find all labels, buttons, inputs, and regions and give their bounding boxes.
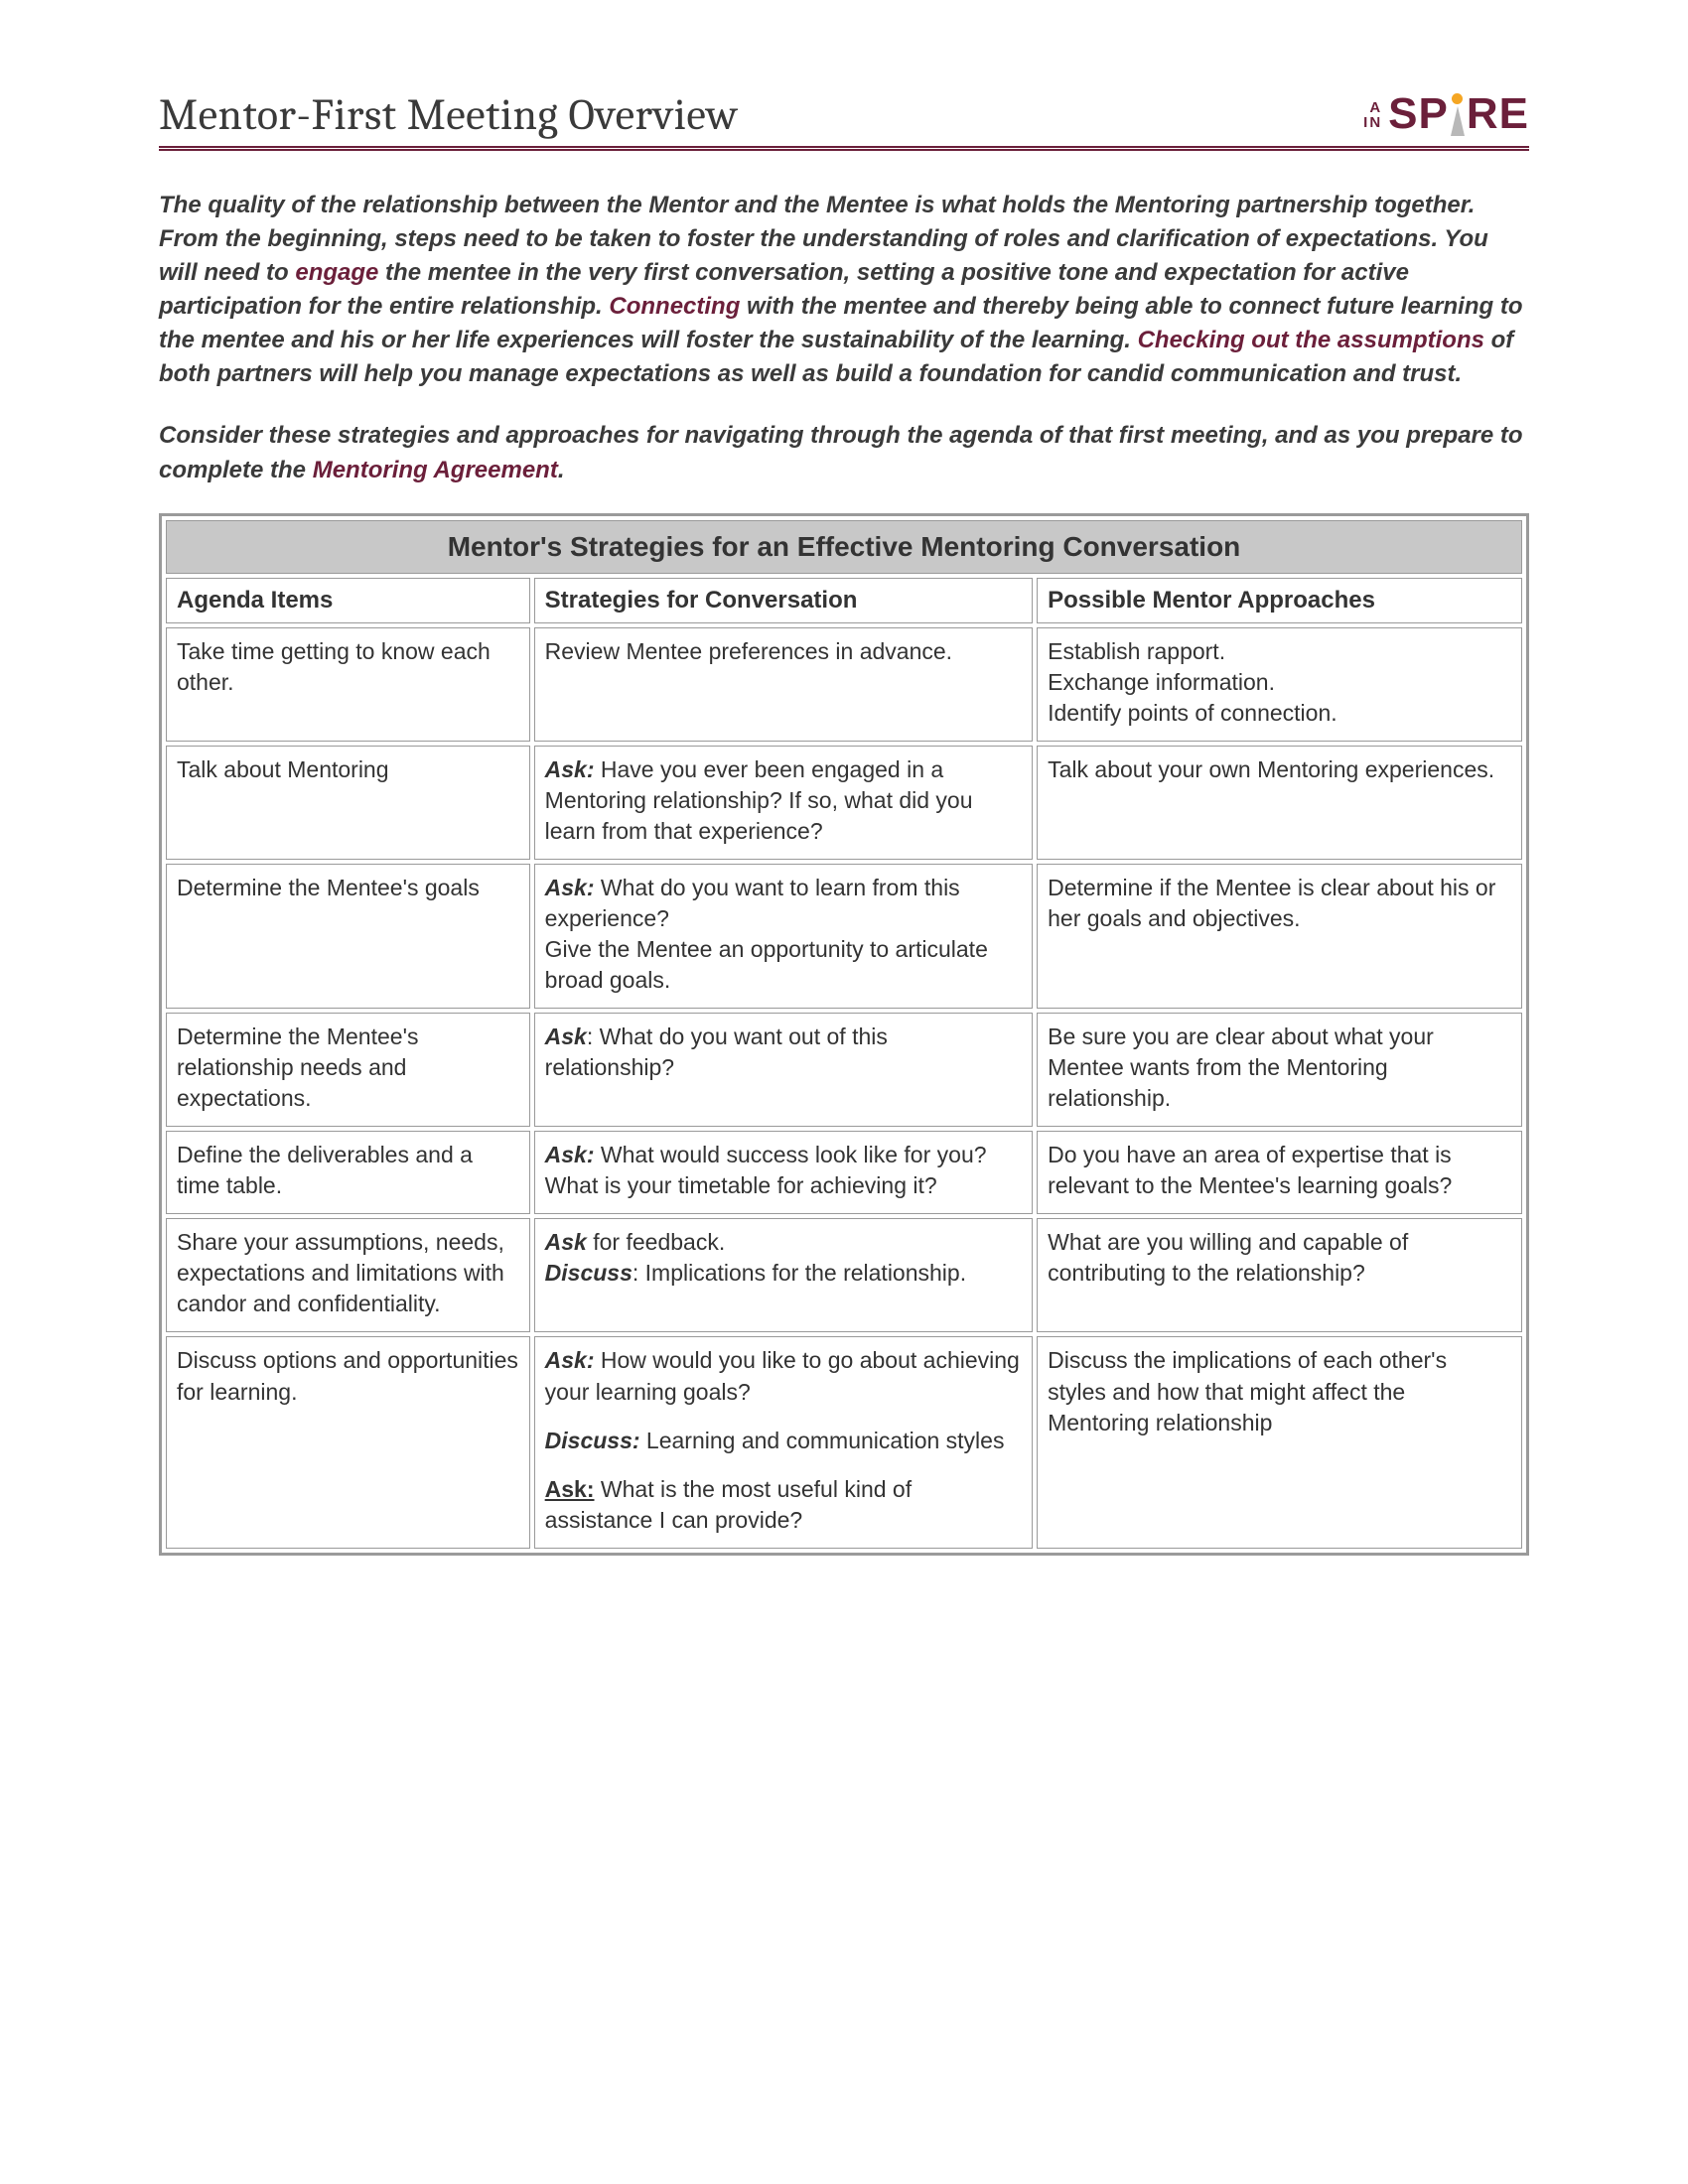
cell-agenda: Talk about Mentoring [166, 746, 530, 860]
table-row: Discuss options and opportunities for le… [166, 1336, 1522, 1548]
cell-agenda: Share your assumptions, needs, expectati… [166, 1218, 530, 1332]
table-title: Mentor's Strategies for an Effective Men… [166, 520, 1522, 574]
table-row: Share your assumptions, needs, expectati… [166, 1218, 1522, 1332]
logo-i-icon [1451, 93, 1465, 136]
intro-highlight-agreement: Mentoring Agreement [313, 457, 558, 483]
strategies-table: Mentor's Strategies for an Effective Men… [159, 513, 1529, 1556]
strategy-text: for feedback. [587, 1229, 725, 1255]
cell-strategy: Ask: What would success look like for yo… [534, 1131, 1033, 1214]
cell-strategy: Ask: Have you ever been engaged in a Men… [534, 746, 1033, 860]
cell-approach: Talk about your own Mentoring experience… [1037, 746, 1522, 860]
strategy-line2: Give the Mentee an opportunity to articu… [545, 936, 988, 993]
col-header-agenda: Agenda Items [166, 578, 530, 623]
strategy-text: Have you ever been engaged in a Mentorin… [545, 756, 973, 844]
cell-agenda: Take time getting to know each other. [166, 627, 530, 742]
intro-highlight-assumptions: Checking out the assumptions [1138, 327, 1484, 353]
cell-approach: Determine if the Mentee is clear about h… [1037, 864, 1522, 1009]
cell-strategy: Ask for feedback. Discuss: Implications … [534, 1218, 1033, 1332]
logo-prefix: A IN [1363, 100, 1382, 130]
col-header-approach: Possible Mentor Approaches [1037, 578, 1522, 623]
cell-agenda: Determine the Mentee's goals [166, 864, 530, 1009]
strategy-text-2: Learning and communication styles [640, 1428, 1005, 1453]
intro-paragraph-1: The quality of the relationship between … [159, 189, 1529, 391]
ask-label: Ask [545, 1229, 587, 1255]
table-row: Take time getting to know each other. Re… [166, 627, 1522, 742]
cell-approach: Discuss the implications of each other's… [1037, 1336, 1522, 1548]
cell-approach: What are you willing and capable of cont… [1037, 1218, 1522, 1332]
cell-agenda: Determine the Mentee's relationship need… [166, 1013, 530, 1127]
strategy-text: What would success look like for you? Wh… [545, 1142, 987, 1198]
ask-label: Ask: [545, 875, 595, 900]
logo-prefix-a: A [1369, 100, 1382, 115]
cell-strategy: Ask: What do you want out of this relati… [534, 1013, 1033, 1127]
intro-paragraph-2: Consider these strategies and approaches… [159, 419, 1529, 486]
table-row: Talk about Mentoring Ask: Have you ever … [166, 746, 1522, 860]
ask-label: Ask: [545, 1347, 595, 1373]
cell-strategy: Ask: How would you like to go about achi… [534, 1336, 1033, 1548]
cell-approach: Be sure you are clear about what your Me… [1037, 1013, 1522, 1127]
discuss-label: Discuss [545, 1260, 633, 1286]
logo-prefix-in: IN [1363, 115, 1382, 130]
cell-strategy: Review Mentee preferences in advance. [534, 627, 1033, 742]
cell-approach: Do you have an area of expertise that is… [1037, 1131, 1522, 1214]
page-header: Mentor-First Meeting Overview A IN SP RE [159, 89, 1529, 151]
table-row: Determine the Mentee's goals Ask: What d… [166, 864, 1522, 1009]
strategy-text-3: What is the most useful kind of assistan… [545, 1476, 912, 1533]
strategy-text: What do you want to learn from this expe… [545, 875, 960, 931]
intro-highlight-connecting: Connecting [609, 293, 740, 320]
cell-approach: Establish rapport. Exchange information.… [1037, 627, 1522, 742]
ask-label: Ask [545, 1024, 587, 1049]
col-header-strategy: Strategies for Conversation [534, 578, 1033, 623]
logo-sp: SP [1388, 92, 1449, 136]
logo-main: SP RE [1388, 92, 1529, 136]
strategy-text: How would you like to go about achieving… [545, 1347, 1020, 1404]
cell-agenda: Define the deliverables and a time table… [166, 1131, 530, 1214]
ask-label-underlined: Ask: [545, 1476, 595, 1502]
page-title: Mentor-First Meeting Overview [159, 89, 738, 140]
intro-text-2b: . [558, 457, 565, 483]
discuss-label: Discuss: [545, 1428, 640, 1453]
logo-re: RE [1467, 92, 1529, 136]
table-row: Define the deliverables and a time table… [166, 1131, 1522, 1214]
ask-label: Ask: [545, 1142, 595, 1167]
cell-strategy: Ask: What do you want to learn from this… [534, 864, 1033, 1009]
strategy-text-2: : Implications for the relationship. [633, 1260, 966, 1286]
ask-label: Ask: [545, 756, 595, 782]
cell-agenda: Discuss options and opportunities for le… [166, 1336, 530, 1548]
intro-highlight-engage: engage [295, 259, 378, 286]
approach-text: Establish rapport. Exchange information.… [1048, 638, 1337, 726]
brand-logo: A IN SP RE [1363, 92, 1529, 140]
strategy-text: : What do you want out of this relations… [545, 1024, 888, 1080]
table-row: Determine the Mentee's relationship need… [166, 1013, 1522, 1127]
